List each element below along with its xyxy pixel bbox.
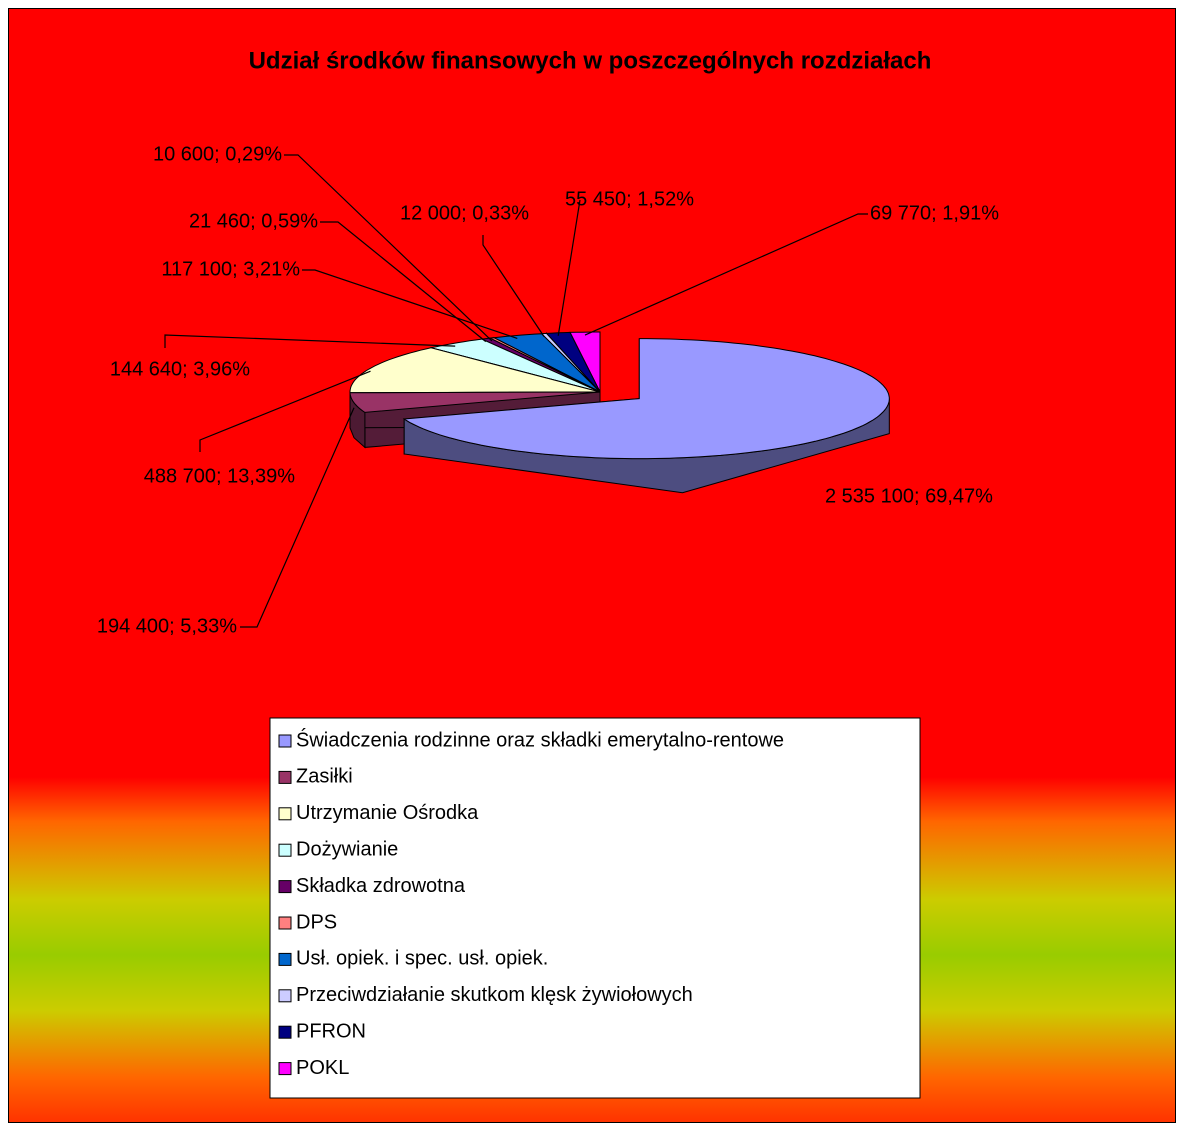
legend-swatch: [278, 734, 292, 748]
leader-line: [199, 370, 371, 452]
leader-line: [482, 235, 545, 337]
legend-swatch: [278, 916, 292, 930]
legend-swatch: [278, 989, 292, 1003]
leader-line: [284, 154, 493, 342]
leader-line: [557, 199, 581, 336]
legend-label: Świadczenia rodzinne oraz składki emeryt…: [296, 727, 784, 751]
data-label: 21 460; 0,59%: [189, 210, 318, 232]
slice-top: [492, 333, 601, 393]
slice-top: [430, 338, 601, 393]
data-label: 55 450; 1,52%: [565, 188, 694, 210]
data-label: 194 400; 5,33%: [97, 615, 237, 637]
leader-line: [302, 269, 518, 339]
data-label: 69 770; 1,91%: [870, 202, 999, 224]
legend-swatch: [278, 1025, 292, 1039]
legend-label: Przeciwdziałanie skutkom klęsk żywiołowy…: [296, 984, 693, 1006]
legend-label: Utrzymanie Ośrodka: [296, 802, 479, 824]
leader-line: [240, 407, 355, 628]
legend-swatch: [278, 770, 292, 784]
slice: [402, 338, 890, 494]
legend-swatch: [278, 1062, 292, 1076]
legend-swatch: [278, 843, 292, 857]
leader-line: [164, 334, 456, 348]
legend-label: PFRON: [296, 1020, 366, 1042]
data-label: 144 640; 3,96%: [110, 358, 250, 380]
leader-line: [584, 213, 868, 336]
legend-label: Zasiłki: [296, 766, 353, 788]
data-label: 2 535 100; 69,47%: [825, 485, 993, 507]
data-label: 12 000; 0,33%: [400, 202, 529, 224]
leader-line: [320, 221, 487, 343]
data-label: 488 700; 13,39%: [144, 465, 295, 487]
chart-title: Udział środków finansowych w poszczególn…: [249, 47, 932, 74]
legend-label: DPS: [296, 911, 337, 933]
legend-box: [269, 717, 921, 1099]
legend-label: POKL: [296, 1057, 349, 1079]
slice-top: [402, 338, 890, 460]
legend-label: Dożywianie: [296, 838, 398, 860]
legend-label: Usł. opiek. i spec. usł. opiek.: [296, 948, 548, 970]
legend-swatch: [278, 952, 292, 966]
slice-top: [349, 347, 601, 394]
data-label: 10 600; 0,29%: [153, 143, 282, 165]
data-label: 117 100; 3,21%: [161, 258, 300, 280]
legend-swatch: [278, 807, 292, 821]
legend-swatch: [278, 880, 292, 894]
slice-top: [349, 391, 601, 413]
legend-label: Składka zdrowotna: [296, 875, 466, 897]
